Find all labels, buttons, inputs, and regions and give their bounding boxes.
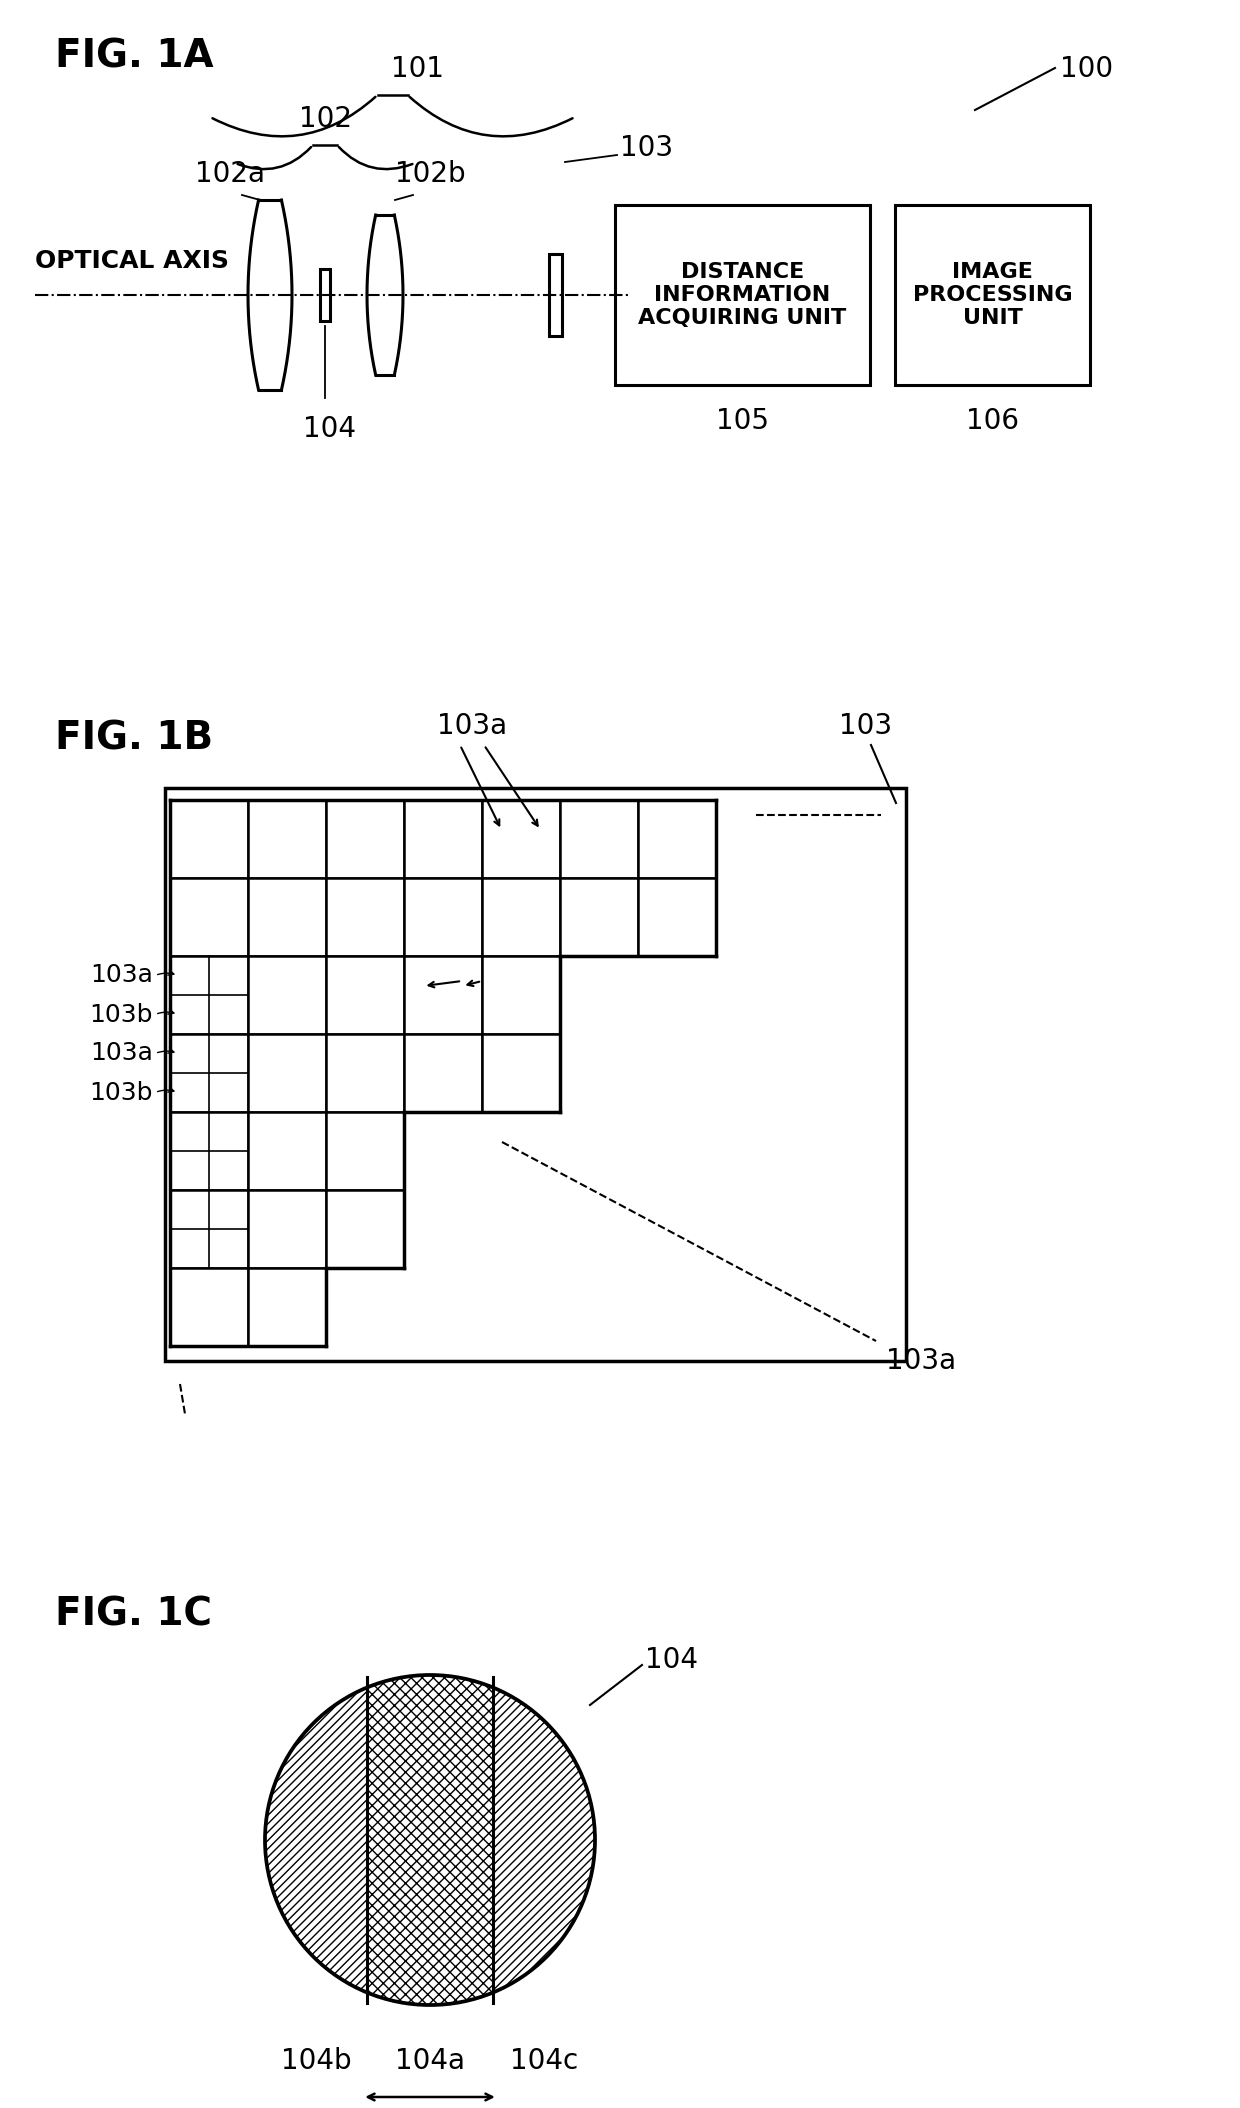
Text: FIG. 1B: FIG. 1B [55, 721, 213, 759]
Bar [326, 957, 404, 1035]
Text: 105: 105 [715, 407, 769, 434]
Bar [326, 1035, 404, 1113]
Bar [248, 1191, 326, 1269]
Bar [560, 801, 639, 879]
Bar [639, 801, 715, 879]
Text: 103: 103 [620, 135, 673, 162]
Text: 101: 101 [391, 55, 444, 82]
Bar [482, 957, 560, 1035]
Text: 102a: 102a [195, 160, 265, 188]
Text: FIG. 1C: FIG. 1C [55, 1596, 212, 1634]
Text: 103b: 103b [89, 1003, 153, 1027]
Bar [170, 1191, 248, 1269]
Bar [404, 801, 482, 879]
Bar [170, 1269, 248, 1347]
Text: FIG. 1A: FIG. 1A [55, 38, 213, 76]
Bar [404, 879, 482, 957]
Bar [248, 879, 326, 957]
Text: 104a: 104a [396, 2047, 465, 2074]
Bar [326, 801, 404, 879]
Bar [492, 1676, 595, 2005]
Bar [615, 204, 870, 386]
Bar [367, 1676, 492, 2005]
Text: 103a: 103a [436, 713, 507, 740]
Bar [548, 253, 562, 335]
Text: 104b: 104b [280, 2047, 351, 2074]
Bar [248, 1113, 326, 1191]
Circle shape [265, 1676, 595, 2005]
Text: 102: 102 [299, 105, 351, 133]
Text: 103: 103 [839, 713, 893, 740]
Text: 100: 100 [1060, 55, 1114, 82]
Text: 103a: 103a [91, 963, 153, 987]
Bar [248, 801, 326, 879]
Bar [326, 879, 404, 957]
Bar [482, 801, 560, 879]
Bar [248, 957, 326, 1035]
Text: 106: 106 [966, 407, 1019, 434]
Bar [326, 1113, 404, 1191]
Bar [404, 957, 482, 1035]
Text: OPTICAL AXIS: OPTICAL AXIS [35, 249, 229, 274]
Text: IMAGE
PROCESSING
UNIT: IMAGE PROCESSING UNIT [913, 261, 1073, 329]
Text: 104: 104 [645, 1646, 698, 1674]
Bar [404, 1035, 482, 1113]
Bar [639, 879, 715, 957]
Bar [265, 1676, 367, 2005]
Text: 103a: 103a [91, 1041, 153, 1065]
Bar [170, 957, 248, 1035]
Bar [895, 204, 1090, 386]
Bar [170, 1113, 248, 1191]
Bar [165, 788, 906, 1362]
Bar [482, 1035, 560, 1113]
Bar [326, 1191, 404, 1269]
Text: 103b: 103b [89, 1081, 153, 1105]
Text: DISTANCE
INFORMATION
ACQUIRING UNIT: DISTANCE INFORMATION ACQUIRING UNIT [639, 261, 847, 329]
Bar [320, 270, 330, 320]
Text: 104c: 104c [510, 2047, 578, 2074]
Text: 103a: 103a [887, 1347, 956, 1374]
Bar [482, 879, 560, 957]
Bar [170, 879, 248, 957]
Bar [170, 1035, 248, 1113]
Text: 102b: 102b [394, 160, 465, 188]
Bar [170, 801, 248, 879]
Bar [560, 879, 639, 957]
Bar [248, 1269, 326, 1347]
Text: 104: 104 [304, 415, 357, 443]
Bar [248, 1035, 326, 1113]
